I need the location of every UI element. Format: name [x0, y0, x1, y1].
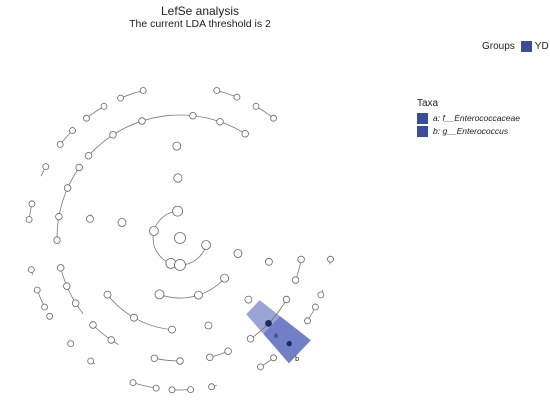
clade-node	[27, 266, 35, 274]
clade-node	[53, 236, 61, 244]
clade-node	[148, 226, 159, 236]
taxa-label-b: b: g__Enterococcus	[433, 126, 509, 136]
clade-node	[89, 321, 97, 329]
clade-node	[129, 379, 137, 387]
clade-node	[41, 303, 48, 311]
taxa-item-enterococcaceae: a: f__Enterococcaceae	[417, 112, 520, 124]
clade-node	[139, 87, 147, 94]
clade-node	[291, 276, 300, 284]
clade-node	[257, 363, 264, 371]
clade-node	[28, 200, 36, 208]
clade-node	[63, 282, 71, 290]
clade-node	[138, 117, 146, 125]
clade-node	[55, 212, 63, 221]
clade-node	[233, 93, 241, 101]
clade-node	[282, 295, 291, 304]
clade-node	[117, 94, 124, 102]
clade-node	[233, 249, 243, 258]
chart-header: LefSe analysis The current LDA threshold…	[0, 4, 400, 31]
clade-node	[208, 383, 216, 391]
clade-node	[75, 163, 83, 172]
groups-legend: Groups YD	[482, 41, 549, 52]
taxa-swatch-b	[417, 125, 428, 137]
clade-highlights	[246, 300, 311, 364]
clade-node	[165, 257, 177, 269]
taxa-swatch-a	[417, 112, 428, 124]
clade-node	[246, 335, 255, 343]
clade-node	[154, 289, 165, 300]
clade-node	[56, 140, 64, 148]
clade-node	[107, 336, 115, 344]
clade-node	[304, 317, 311, 325]
clade-node	[213, 87, 221, 94]
clade-node	[87, 357, 95, 365]
clade-node	[150, 354, 159, 362]
clade-node	[57, 264, 65, 272]
clade-node	[67, 340, 75, 348]
clade-node-highlighted	[286, 340, 292, 347]
clade-node	[174, 259, 186, 271]
clade-node	[69, 127, 76, 134]
clade-node	[172, 141, 182, 151]
clade-node	[152, 384, 160, 392]
clade-node	[63, 184, 72, 192]
groups-legend-title: Groups	[482, 41, 515, 52]
group-yd-swatch	[520, 41, 532, 52]
cladogram-labels: ab	[274, 333, 299, 363]
clade-node	[168, 325, 176, 334]
clade-node	[224, 347, 232, 355]
clade-node	[100, 103, 108, 110]
clade-node	[172, 205, 184, 217]
clade-node	[270, 114, 278, 122]
clade-node	[33, 286, 41, 294]
chart-title: LefSe analysis	[160, 4, 240, 18]
clade-node	[252, 103, 260, 110]
clade-node	[84, 151, 93, 160]
clade-node	[201, 240, 212, 250]
clade-node	[25, 216, 33, 223]
clade-node	[187, 386, 195, 394]
clade-node	[189, 111, 197, 120]
clade-node	[297, 255, 305, 264]
clade-node	[264, 257, 273, 266]
clade-node	[270, 354, 278, 362]
clade-node	[311, 303, 319, 311]
clade-node	[241, 129, 249, 138]
taxa-item-enterococcus: b: g__Enterococcus	[417, 125, 520, 137]
clade-node	[86, 214, 94, 223]
clade-node	[194, 290, 203, 300]
clade-node	[174, 232, 186, 244]
clade-node	[173, 173, 183, 183]
clade-node	[168, 386, 176, 394]
clade-node	[103, 290, 112, 299]
taxa-label-a: a: f__Enterococcaceae	[433, 113, 520, 123]
clade-label-b: b	[295, 356, 299, 363]
taxa-legend-title: Taxa	[417, 98, 439, 109]
clade-node	[42, 163, 50, 171]
taxa-legend: Taxa a: f__Enterococcaceae b: g__Enteroc…	[417, 98, 520, 137]
clade-node	[327, 255, 334, 263]
clade-node	[317, 291, 325, 299]
clade-node	[176, 357, 184, 365]
cladogram-nodes	[25, 87, 334, 394]
clade-node	[46, 312, 54, 320]
chart-subtitle: The current LDA threshold is 2	[129, 18, 271, 30]
clade-node	[130, 313, 138, 322]
clade-node	[204, 321, 213, 330]
clade-node	[109, 131, 117, 139]
clade-node	[244, 295, 253, 304]
clade-node	[71, 299, 80, 307]
group-yd-label: YD	[534, 41, 549, 52]
clade-node	[216, 117, 224, 126]
clade-node	[206, 353, 214, 361]
clade-node	[83, 114, 90, 122]
clade-node	[117, 218, 127, 227]
clade-node	[220, 273, 230, 283]
clade-node-highlighted	[265, 319, 272, 327]
clade-label-a: a	[274, 333, 278, 340]
